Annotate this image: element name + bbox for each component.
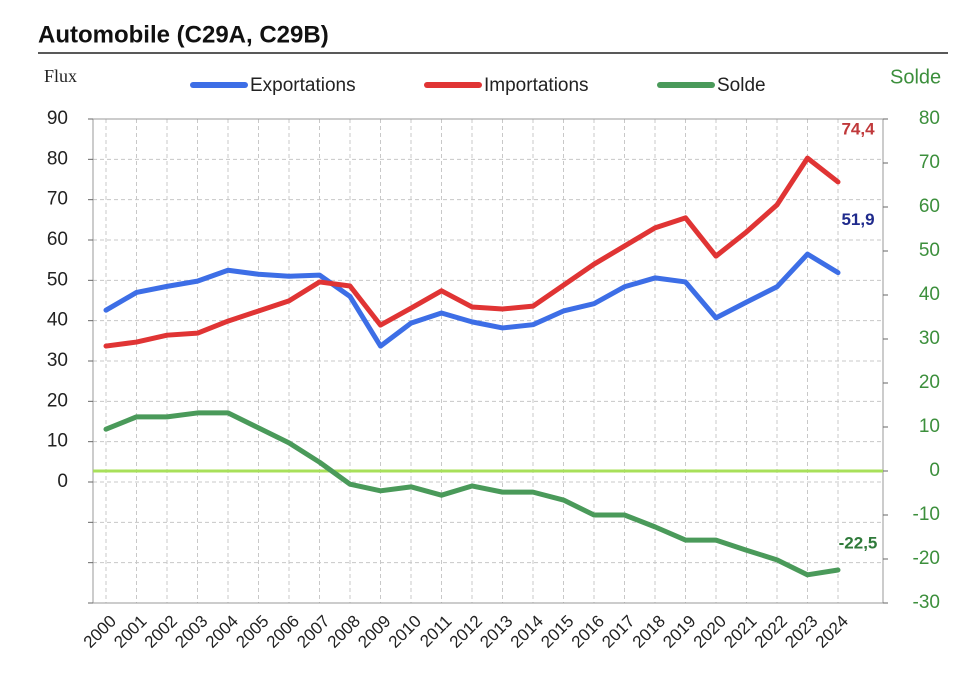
- y2-tick-label: -10: [913, 504, 940, 525]
- data-label: 74,4: [841, 119, 875, 138]
- legend-item: Exportations: [190, 75, 356, 96]
- y2-tick-label: 70: [919, 152, 940, 173]
- legend-label: Solde: [717, 75, 766, 96]
- legend-label: Importations: [484, 75, 589, 96]
- data-label: 51,9: [841, 210, 874, 229]
- y-tick-label: 10: [47, 431, 68, 452]
- data-label: -22,5: [839, 533, 878, 552]
- y2-axis-title: Solde: [890, 66, 941, 88]
- y-tick-label: 50: [47, 269, 68, 290]
- y2-tick-label: 0: [929, 460, 940, 481]
- y-tick-label: 0: [57, 471, 68, 492]
- y2-tick-label: 60: [919, 196, 940, 217]
- y-tick-label: 70: [47, 189, 68, 210]
- y2-tick-label: 80: [919, 108, 940, 129]
- y-axis-title: Flux: [44, 66, 77, 86]
- y2-tick-label: 20: [919, 372, 940, 393]
- y2-tick-label: 50: [919, 240, 940, 261]
- y2-tick-label: 40: [919, 284, 940, 305]
- series-line: [103, 251, 841, 349]
- series-line: [103, 410, 841, 578]
- legend-label: Exportations: [250, 75, 356, 96]
- y2-tick-label: -30: [913, 592, 940, 613]
- legend-item: Importations: [424, 75, 589, 96]
- y-tick-label: 80: [47, 148, 68, 169]
- y2-tick-label: -20: [913, 548, 940, 569]
- y2-tick-label: 30: [919, 328, 940, 349]
- y-tick-label: 90: [47, 108, 68, 129]
- chart-title: Automobile (C29A, C29B): [38, 21, 329, 48]
- y-tick-label: 30: [47, 350, 68, 371]
- series-line: [103, 155, 841, 349]
- y2-tick-label: 10: [919, 416, 940, 437]
- legend-item: Solde: [657, 75, 766, 96]
- y-tick-label: 20: [47, 390, 68, 411]
- y-tick-label: 60: [47, 229, 68, 250]
- y-tick-label: 40: [47, 310, 68, 331]
